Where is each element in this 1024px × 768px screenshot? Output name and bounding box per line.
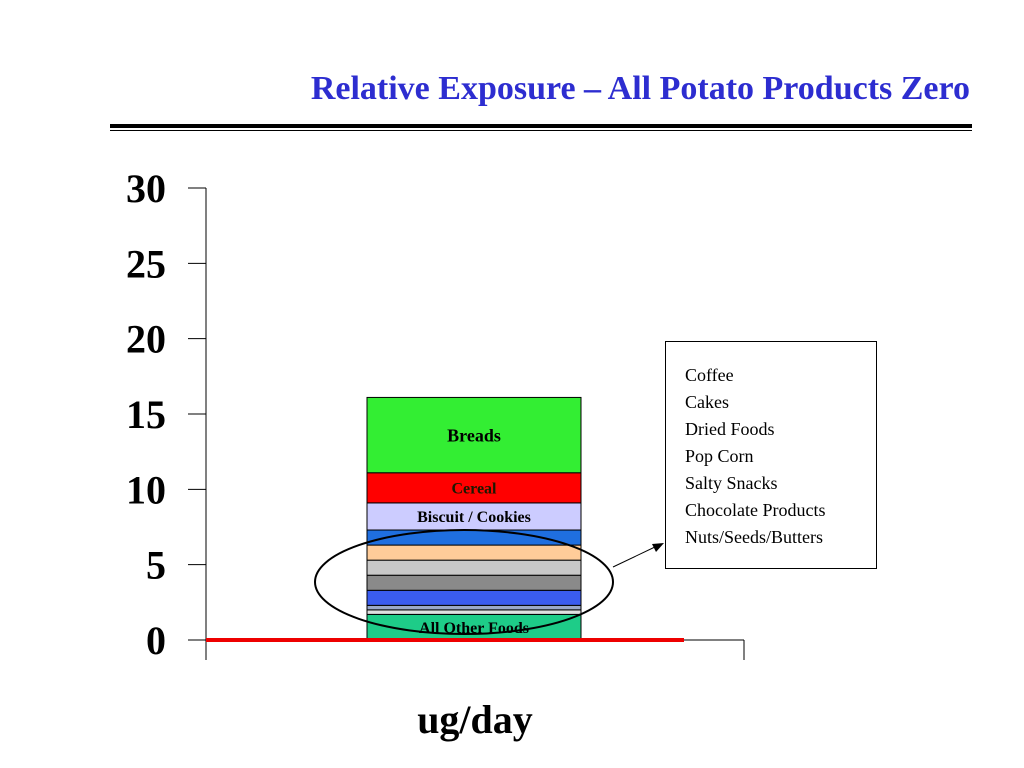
bar-segment (366, 589, 582, 606)
bar-segment (366, 544, 582, 561)
callout-item: Nuts/Seeds/Butters (685, 527, 823, 547)
callout-item: Pop Corn (685, 446, 754, 466)
bar-segment (366, 559, 582, 576)
callout-item: Dried Foods (685, 419, 775, 439)
bar-stack (366, 396, 582, 641)
callout-arrow (612, 545, 658, 568)
callout-item: Salty Snacks (685, 473, 778, 493)
title-rule-thick (110, 124, 972, 128)
y-tick-label: 0 (146, 618, 166, 663)
x-axis (205, 639, 745, 660)
y-axis: 0 5 10 15 20 25 30 (126, 166, 207, 663)
title-rule-thin (110, 130, 972, 131)
bar-segment (366, 574, 582, 591)
segment-label: Biscuit / Cookies (417, 509, 531, 526)
callout-item: Chocolate Products (685, 500, 826, 520)
callout-item: Coffee (685, 365, 734, 385)
callout-list: Coffee Cakes Dried Foods Pop Corn Salty Snac… (685, 362, 876, 551)
y-tick-label: 20 (126, 317, 166, 362)
y-tick-label: 15 (126, 392, 166, 437)
bar-segment (366, 604, 582, 611)
callout-arrowhead (652, 543, 664, 552)
bar-segment (366, 472, 582, 504)
highlight-ellipse (314, 529, 614, 635)
bar-segment (366, 609, 582, 615)
y-tick-label: 25 (126, 241, 166, 286)
callout-item: Cakes (685, 392, 729, 412)
bar-segment (366, 613, 582, 641)
slide-title: Relative Exposure – All Potato Products … (310, 70, 970, 107)
segment-label: Breads (447, 425, 501, 445)
x-axis-title: ug/day (417, 697, 533, 742)
y-tick-label: 10 (126, 467, 166, 512)
bar-segment (366, 529, 582, 546)
callout-box: Coffee Cakes Dried Foods Pop Corn Salty Snac… (665, 341, 877, 569)
bar-segment (366, 396, 582, 474)
segment-label: Cereal (451, 480, 497, 497)
y-tick-label: 5 (146, 543, 166, 588)
y-tick-label: 30 (126, 166, 166, 211)
